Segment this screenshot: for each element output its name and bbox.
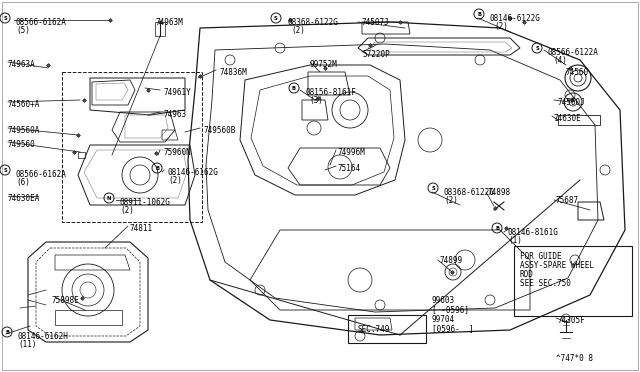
Text: 75960N: 75960N — [163, 148, 191, 157]
Text: 08146-6162G: 08146-6162G — [168, 168, 219, 177]
Text: (2): (2) — [168, 176, 182, 185]
Text: B: B — [477, 12, 481, 16]
Text: S: S — [535, 45, 539, 51]
Text: (11): (11) — [18, 340, 36, 349]
Text: 74560J: 74560J — [558, 98, 586, 107]
Text: 74963: 74963 — [163, 110, 186, 119]
Text: 08156-8161F: 08156-8161F — [305, 88, 356, 97]
Text: (2): (2) — [291, 26, 305, 35]
Text: 99603: 99603 — [432, 296, 455, 305]
Text: 749560B: 749560B — [204, 126, 236, 135]
Text: 749560A: 749560A — [8, 126, 40, 135]
Text: 75898E: 75898E — [52, 296, 80, 305]
Text: 74305F: 74305F — [558, 316, 586, 325]
Text: B: B — [155, 166, 159, 170]
Text: ^747*0 8: ^747*0 8 — [556, 354, 593, 363]
Text: [ -0596]: [ -0596] — [432, 305, 469, 314]
Text: 99704: 99704 — [432, 315, 455, 324]
Text: 74898: 74898 — [488, 188, 511, 197]
Text: 57220P: 57220P — [362, 50, 390, 59]
Text: 08368-6122G: 08368-6122G — [444, 188, 495, 197]
Text: B: B — [292, 86, 296, 90]
Text: 75687: 75687 — [556, 196, 579, 205]
Text: (2): (2) — [120, 206, 134, 215]
Text: 74963A: 74963A — [8, 60, 36, 69]
Text: 74630E: 74630E — [553, 114, 580, 123]
Text: 08566-6162A: 08566-6162A — [16, 18, 67, 27]
Text: (2): (2) — [444, 196, 458, 205]
Text: (3): (3) — [309, 96, 323, 105]
Text: 74560+A: 74560+A — [8, 100, 40, 109]
Text: FOR GUIDE: FOR GUIDE — [520, 252, 562, 261]
Text: N: N — [107, 196, 111, 201]
Text: 74963M: 74963M — [155, 18, 183, 27]
Text: 74899: 74899 — [440, 256, 463, 265]
Text: (2): (2) — [494, 22, 508, 31]
Text: S: S — [3, 167, 7, 173]
Text: B: B — [495, 225, 499, 231]
Text: 74811: 74811 — [130, 224, 153, 233]
Text: 99752M: 99752M — [310, 60, 338, 69]
Text: B: B — [5, 330, 9, 334]
Text: ASSY-SPARE WHEEL: ASSY-SPARE WHEEL — [520, 261, 594, 270]
Text: [0596-  ]: [0596- ] — [432, 324, 474, 333]
Text: 74996M: 74996M — [338, 148, 365, 157]
Text: 08146-6162H: 08146-6162H — [18, 332, 69, 341]
Text: S: S — [3, 16, 7, 20]
Text: S: S — [431, 186, 435, 190]
Text: 08566-6122A: 08566-6122A — [548, 48, 599, 57]
Text: 75164: 75164 — [338, 164, 361, 173]
Text: 08146-6122G: 08146-6122G — [490, 14, 541, 23]
Text: S: S — [274, 16, 278, 20]
Text: 08566-6162A: 08566-6162A — [16, 170, 67, 179]
Text: (5): (5) — [16, 26, 30, 35]
Text: 74961Y: 74961Y — [163, 88, 191, 97]
Text: (1): (1) — [508, 236, 522, 245]
Text: 08368-6122G: 08368-6122G — [287, 18, 338, 27]
Text: 08911-1062G: 08911-1062G — [120, 198, 171, 207]
Text: (6): (6) — [16, 178, 30, 187]
Text: 749560: 749560 — [8, 140, 36, 149]
Text: SEE SEC.750: SEE SEC.750 — [520, 279, 571, 288]
Text: ROD: ROD — [520, 270, 534, 279]
Text: 74836M: 74836M — [220, 68, 248, 77]
Text: 74507J: 74507J — [362, 18, 390, 27]
Text: SEC.749: SEC.749 — [357, 325, 389, 334]
Text: 74560: 74560 — [565, 68, 588, 77]
Text: 74630EA: 74630EA — [8, 194, 40, 203]
Text: (4): (4) — [553, 56, 567, 65]
Text: 08146-8161G: 08146-8161G — [508, 228, 559, 237]
